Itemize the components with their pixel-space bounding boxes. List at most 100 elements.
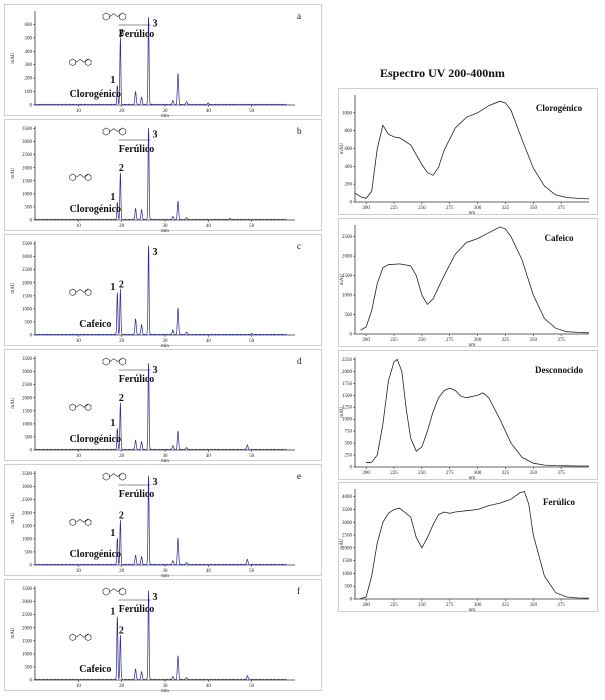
- x-tick-label: 10: [76, 339, 82, 344]
- x-axis-label: min: [161, 344, 169, 349]
- peak-3-label: 3: [153, 247, 158, 258]
- peak-1-compound-name: Clorogénico: [70, 434, 121, 445]
- x-tick-label: 300: [474, 206, 482, 211]
- x-tick-label: 375: [557, 338, 565, 343]
- y-tick-label: 800: [345, 129, 353, 134]
- y-axis-label: mAU: [11, 167, 16, 179]
- chromatogram-svg: 10 20 30 40 500500100015002000250030003500mi…: [11, 356, 302, 464]
- x-axis-label: min: [161, 574, 169, 579]
- y-tick-label: 2000: [342, 546, 353, 551]
- ring-shape: [69, 58, 76, 67]
- y-tick-label: 3500: [22, 242, 33, 247]
- x-tick-label: 10: [76, 684, 82, 689]
- y-axis-label: mAU: [340, 406, 345, 418]
- peak-1-label: 1: [110, 192, 115, 203]
- series-name: Cafeico: [545, 233, 574, 243]
- y-tick-label: 0: [30, 679, 33, 684]
- x-axis-label: min: [161, 689, 169, 694]
- x-tick-label: 250: [418, 603, 426, 608]
- chromatogram-svg: 10 20 30 40 500500100015002000250030003500mi…: [11, 241, 301, 349]
- x-tick-label: 200: [362, 603, 370, 608]
- ring-shape: [102, 587, 110, 596]
- chain-shape: [75, 173, 89, 178]
- x-tick-label: 375: [557, 603, 565, 608]
- y-tick-label: 1000: [22, 537, 33, 542]
- x-tick-label: 225: [390, 603, 398, 608]
- y-tick-label: 3000: [342, 521, 353, 526]
- y-tick-label: 1000: [342, 418, 353, 423]
- y-tick-label: 1000: [22, 652, 33, 657]
- ring-shape: [84, 403, 92, 412]
- x-tick-label: 350: [530, 603, 538, 608]
- y-tick-label: 2500: [342, 235, 353, 240]
- x-axis-label: min: [161, 114, 169, 119]
- y-tick-label: 1250: [342, 406, 353, 411]
- y-tick-label: 250: [345, 454, 353, 459]
- chromatogram-trace: [34, 127, 287, 221]
- y-tick-label: 200: [345, 183, 353, 188]
- ring-shape: [69, 518, 76, 527]
- y-tick-label: 500: [345, 442, 353, 447]
- panel-label: f: [297, 586, 300, 596]
- ring-shape: [84, 58, 92, 67]
- x-tick-label: 275: [446, 338, 454, 343]
- x-tick-label: 275: [446, 206, 454, 211]
- chain-shape: [109, 358, 122, 362]
- ring-shape: [84, 518, 92, 527]
- y-tick-label: 1500: [22, 294, 33, 299]
- x-tick-label: 40: [206, 569, 212, 574]
- y-tick-label: 2500: [22, 268, 33, 273]
- y-tick-label: 2000: [22, 511, 33, 516]
- x-tick-label: 30: [163, 224, 169, 229]
- x-tick-label: 20: [119, 339, 125, 344]
- y-tick-label: 0: [350, 598, 353, 603]
- ring-shape: [119, 587, 127, 596]
- molecule-structure: [102, 127, 127, 136]
- peak-1-label: 1: [110, 282, 115, 293]
- panel-label: d: [297, 356, 302, 366]
- y-tick-label: 600: [345, 147, 353, 152]
- peak-1-label: 1: [110, 606, 115, 617]
- chromatogram-trace: [34, 363, 287, 451]
- uv-spectrum-svg: 200 225 250 275 300 325 350 375 0 250 500 750 1000 12…: [340, 357, 589, 481]
- chain-shape: [109, 128, 122, 132]
- molecule-structure: [69, 58, 92, 67]
- uv-spectrum-svg: 200 225 250 275 300 325 350 375 0 500 1000 1500 2000…: [340, 489, 590, 613]
- peak-2-label: 2: [119, 511, 124, 522]
- x-axis-label: min: [161, 459, 169, 464]
- y-tick-label: 1500: [22, 179, 33, 184]
- y-tick-label: 500: [25, 550, 33, 555]
- uv-spectrum-line: [366, 358, 589, 467]
- x-tick-label: 30: [163, 339, 169, 344]
- y-tick-label: 1500: [342, 274, 353, 279]
- x-tick-label: 50: [249, 684, 255, 689]
- x-tick-label: 375: [557, 471, 565, 476]
- x-tick-label: 20: [119, 224, 125, 229]
- y-axis-label: mAU: [11, 397, 16, 409]
- y-tick-label: 2500: [22, 613, 33, 618]
- x-tick-label: 50: [249, 224, 255, 229]
- ring-shape: [84, 173, 92, 182]
- uv-spectrum-line: [354, 100, 590, 200]
- x-tick-label: 325: [502, 471, 510, 476]
- y-tick-label: 0: [350, 201, 353, 206]
- y-tick-label: 0: [30, 449, 33, 454]
- y-tick-label: 1000: [342, 111, 353, 116]
- panel-label: e: [297, 471, 301, 481]
- y-tick-label: 2000: [22, 166, 33, 171]
- x-tick-label: 50: [249, 454, 255, 459]
- chromatogram-panel-b: 10 20 30 40 50 0 500 1000 1500 2000 2500 3000 3500 mi…: [4, 119, 322, 234]
- ring-shape: [84, 633, 92, 642]
- x-tick-label: 40: [206, 109, 212, 114]
- y-tick-label: 200: [25, 77, 33, 82]
- peak-3-label: 3: [153, 477, 158, 488]
- y-axis-label: mAU: [340, 143, 345, 155]
- y-tick-label: 3500: [22, 472, 33, 477]
- peak-1-label: 1: [110, 75, 115, 86]
- ring-shape: [119, 472, 127, 481]
- chromatogram-panel-d: 10 20 30 40 50 0 500 1000 1500 2000 2500 3000 3500 mi…: [4, 349, 322, 464]
- molecule-structure: [69, 173, 92, 182]
- peak-2-label: 2: [119, 626, 124, 637]
- x-tick-label: 250: [418, 338, 426, 343]
- y-tick-label: 1500: [22, 524, 33, 529]
